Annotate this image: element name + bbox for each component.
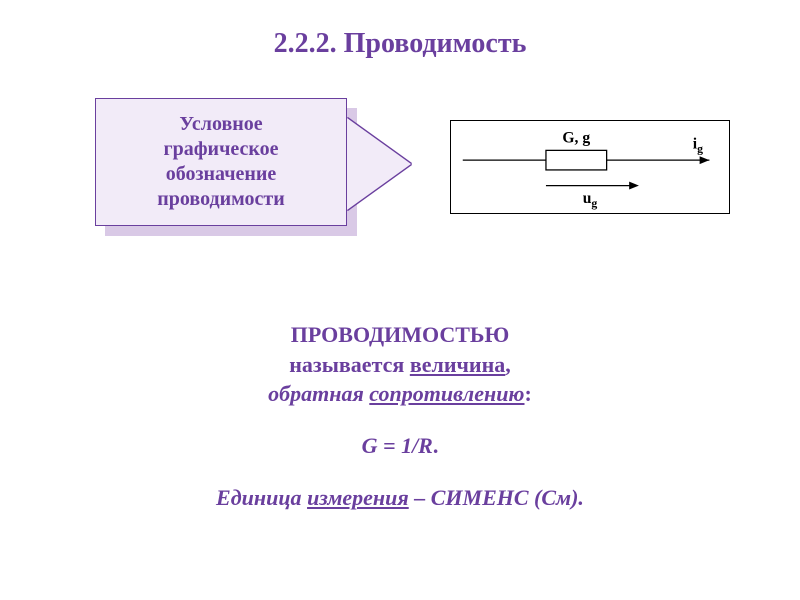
callout-line1: Условное: [179, 113, 262, 135]
callout-line2: графическое: [164, 138, 279, 160]
def-unit-tail: – СИМЕНС (См).: [409, 485, 584, 510]
callout-line4: проводимости: [157, 188, 284, 210]
def-word-conductance: ПРОВОДИМОСТЬЮ: [291, 322, 510, 347]
top-row: Условное графическое обозначение проводи…: [0, 98, 800, 258]
circuit-diagram: G, g ig ug: [450, 120, 730, 214]
circuit-svg: G, g ig ug: [451, 121, 729, 213]
callout-arrow-icon: [347, 118, 411, 210]
callout-box: Условное графическое обозначение проводи…: [95, 98, 347, 226]
def-unit-pre: Единица: [216, 485, 307, 510]
callout: Условное графическое обозначение проводи…: [95, 98, 347, 226]
diagram-top-label: G, g: [562, 130, 590, 147]
def-u-value: величина: [410, 352, 505, 377]
definition-block: ПРОВОДИМОСТЬЮ называется величина, обрат…: [0, 320, 800, 512]
def-unit-u: измерения: [307, 485, 409, 510]
def-l3-ital: обратная: [268, 381, 369, 406]
def-u-resistance: сопротивлению: [369, 381, 524, 406]
diagram-u-label: ug: [583, 190, 598, 210]
def-formula: G = 1/R: [362, 433, 433, 458]
def-l3-colon: :: [525, 381, 532, 406]
def-l2-comma: ,: [505, 352, 511, 377]
diagram-i-label: ig: [693, 135, 703, 155]
page-title: 2.2.2. Проводимость: [0, 0, 800, 60]
def-formula-dot: .: [433, 433, 439, 458]
def-l2-pre: называется: [289, 352, 410, 377]
callout-line3: обозначение: [166, 163, 277, 185]
